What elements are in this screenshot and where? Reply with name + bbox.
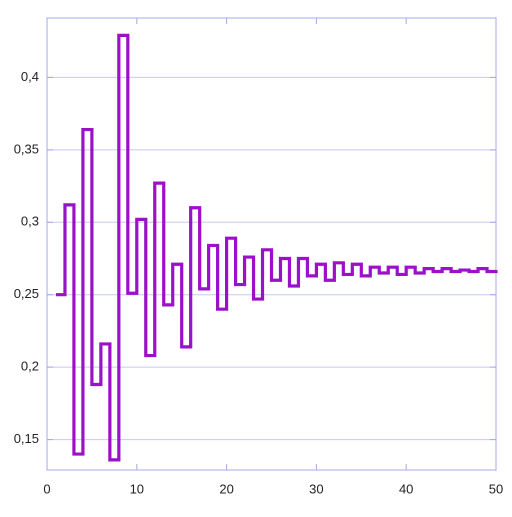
x-tick-label: 30 <box>309 481 323 496</box>
x-tick-label: 40 <box>399 481 413 496</box>
y-tick-label: 0,3 <box>21 214 39 229</box>
x-tick-label: 20 <box>219 481 233 496</box>
x-tick-label: 50 <box>489 481 503 496</box>
step-line <box>55 33 498 462</box>
y-tick-label: 0,25 <box>14 286 39 301</box>
y-tick-label: 0,15 <box>14 431 39 446</box>
y-tick-label: 0,4 <box>21 69 39 84</box>
x-tick-label: 0 <box>43 481 50 496</box>
y-tick-label: 0,2 <box>21 359 39 374</box>
x-tick-label: 10 <box>130 481 144 496</box>
plot-frame <box>46 17 497 471</box>
y-tick-label: 0,35 <box>14 141 39 156</box>
